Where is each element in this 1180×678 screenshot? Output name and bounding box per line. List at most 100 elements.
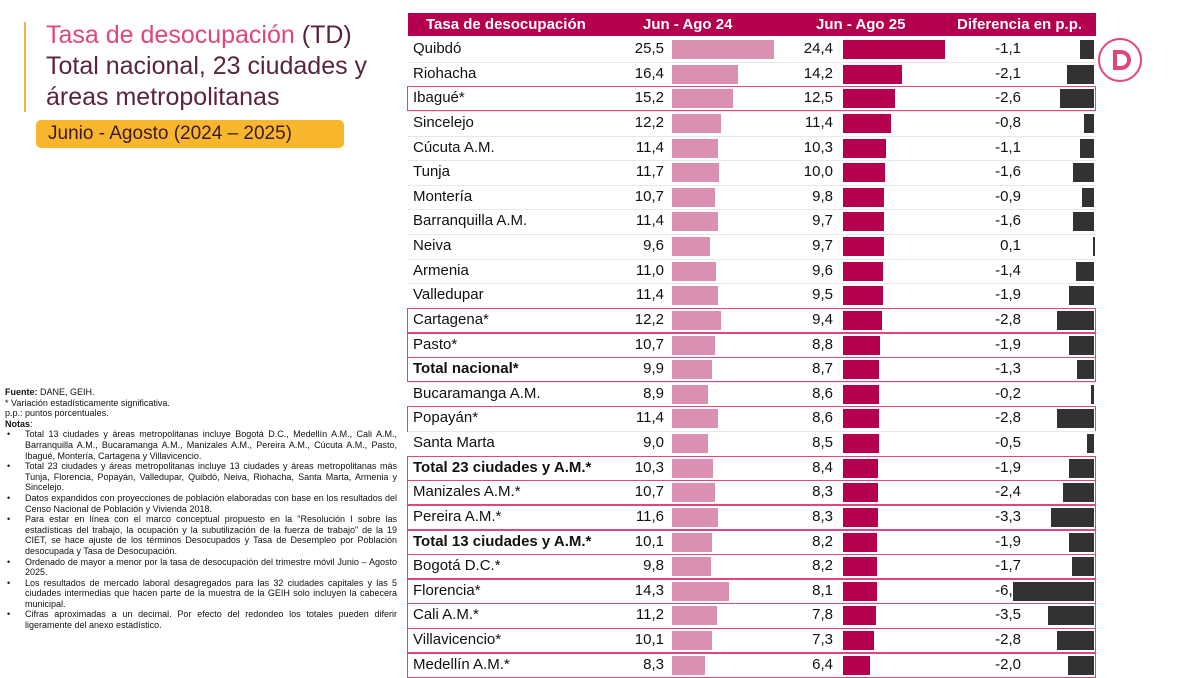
row-value-2025: 9,6 bbox=[812, 261, 833, 279]
bar-diff bbox=[1062, 483, 1094, 503]
row-value-2024: 11,4 bbox=[635, 286, 664, 304]
note-item: Los resultados de mercado laboral desagr… bbox=[5, 578, 397, 610]
row-separator bbox=[408, 135, 1096, 137]
row-value-2025: 7,3 bbox=[812, 631, 833, 649]
row-value-2024: 12,2 bbox=[634, 113, 664, 131]
row-value-2024: 11,4 bbox=[635, 138, 664, 156]
row-value-2024: 10,7 bbox=[634, 483, 664, 501]
row-diff-value: -2,4 bbox=[995, 483, 1021, 501]
row-value-2025: 10,0 bbox=[803, 163, 833, 181]
bar-2024 bbox=[672, 89, 733, 109]
bar-2025 bbox=[843, 286, 883, 306]
row-value-2025: 8,2 bbox=[812, 532, 833, 550]
bar-diff bbox=[1087, 434, 1094, 454]
row-value-2024: 9,0 bbox=[643, 434, 664, 452]
row-diff-value: -1,4 bbox=[995, 261, 1021, 279]
row-value-2024: 11,4 bbox=[635, 409, 664, 427]
bar-2025 bbox=[843, 581, 877, 601]
bar-2025 bbox=[843, 163, 885, 183]
row-city-name: Ibagué* bbox=[413, 89, 465, 107]
row-value-2025: 8,5 bbox=[812, 434, 833, 452]
bar-diff bbox=[1077, 360, 1094, 380]
highlight-box bbox=[407, 603, 1096, 629]
bar-2025 bbox=[843, 409, 879, 429]
bar-diff bbox=[1073, 212, 1094, 232]
row-value-2025: 8,6 bbox=[812, 409, 833, 427]
title-line1-a: Tasa de desocupación bbox=[46, 21, 302, 49]
row-value-2024: 12,2 bbox=[634, 310, 664, 328]
row-diff-value: -2,8 bbox=[995, 631, 1021, 649]
row-value-2024: 11,7 bbox=[635, 163, 664, 181]
bar-2025 bbox=[843, 458, 879, 478]
note-significance: * Variación estadísticamente significati… bbox=[5, 397, 170, 408]
note-item: Total 13 ciudades y áreas metropolitanas… bbox=[5, 429, 397, 461]
bar-diff bbox=[1071, 557, 1094, 577]
bar-2025 bbox=[843, 310, 883, 330]
row-value-2025: 9,7 bbox=[812, 237, 833, 255]
row-city-name: Medellín A.M.* bbox=[413, 655, 510, 673]
bar-2024 bbox=[672, 335, 715, 355]
row-city-name: Manizales A.M.* bbox=[413, 483, 521, 501]
row-diff-value: -2,6 bbox=[995, 89, 1021, 107]
bar-2025 bbox=[843, 655, 870, 675]
row-value-2025: 14,2 bbox=[803, 64, 833, 82]
bar-diff bbox=[1069, 335, 1094, 355]
bar-diff bbox=[1050, 507, 1094, 527]
bar-2025 bbox=[843, 40, 945, 59]
row-city-name: Montería bbox=[413, 187, 473, 205]
bar-2025 bbox=[843, 483, 878, 503]
row-value-2024: 8,9 bbox=[643, 384, 664, 402]
row-city-name: Sincelejo bbox=[413, 113, 474, 131]
row-city-name: Armenia bbox=[413, 261, 469, 279]
bar-diff bbox=[1079, 138, 1094, 158]
highlight-box bbox=[407, 406, 1096, 432]
row-diff-value: -0,5 bbox=[995, 434, 1021, 452]
bar-2024 bbox=[672, 138, 718, 158]
row-separator bbox=[408, 234, 1096, 236]
note-pp: p.p.: puntos porcentuales. bbox=[5, 408, 109, 419]
row-value-2024: 15,2 bbox=[634, 89, 664, 107]
notes-panel: Fuente: DANE, GEIH. * Variación estadíst… bbox=[5, 387, 397, 631]
row-value-2025: 11,4 bbox=[804, 113, 833, 131]
bar-2024 bbox=[672, 40, 774, 59]
note-item: Para estar en línea con el marco concept… bbox=[5, 514, 397, 556]
row-value-2024: 14,3 bbox=[634, 581, 664, 599]
row-city-name: Pasto* bbox=[413, 335, 458, 353]
row-diff-value: -3,3 bbox=[995, 507, 1021, 525]
bar-diff bbox=[1093, 237, 1095, 257]
row-diff-value: -1,6 bbox=[995, 163, 1021, 181]
bar-2024 bbox=[672, 507, 719, 527]
bar-diff bbox=[1073, 163, 1094, 183]
row-value-2025: 8,1 bbox=[812, 581, 833, 599]
row-diff-value: -3,5 bbox=[995, 606, 1021, 624]
row-diff-value: -1,1 bbox=[995, 40, 1021, 57]
highlight-box bbox=[407, 480, 1096, 506]
row-city-name: Florencia* bbox=[413, 581, 481, 599]
highlight-box bbox=[407, 554, 1096, 580]
bar-2025 bbox=[843, 631, 874, 651]
bar-2025 bbox=[843, 212, 884, 232]
row-value-2025: 8,4 bbox=[812, 458, 833, 476]
bar-2024 bbox=[672, 360, 712, 380]
bar-2024 bbox=[672, 655, 706, 675]
header-col-diff: Diferencia en p.p. bbox=[957, 16, 1083, 33]
bar-2025 bbox=[843, 557, 878, 577]
bar-2024 bbox=[672, 483, 715, 503]
row-city-name: Valledupar bbox=[413, 286, 484, 304]
title-line2: Total nacional, 23 ciudades y bbox=[46, 52, 368, 80]
bar-diff bbox=[1082, 187, 1094, 207]
row-value-2024: 11,2 bbox=[635, 606, 664, 624]
bar-2024 bbox=[672, 631, 713, 651]
row-city-name: Popayán* bbox=[413, 409, 479, 427]
row-value-2024: 9,9 bbox=[643, 360, 664, 378]
bar-2025 bbox=[843, 434, 879, 454]
row-value-2025: 8,3 bbox=[812, 507, 833, 525]
row-diff-value: -2,0 bbox=[995, 655, 1021, 673]
row-value-2024: 10,1 bbox=[634, 532, 664, 550]
bar-diff bbox=[1075, 261, 1094, 281]
row-value-2025: 24,4 bbox=[803, 40, 833, 57]
row-diff-value: -0,8 bbox=[995, 113, 1021, 131]
bar-diff bbox=[1069, 458, 1094, 478]
bar-diff bbox=[1069, 286, 1094, 306]
row-value-2025: 10,3 bbox=[803, 138, 833, 156]
